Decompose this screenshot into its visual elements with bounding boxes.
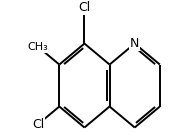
Text: Cl: Cl xyxy=(78,1,91,14)
Text: CH₃: CH₃ xyxy=(28,42,48,52)
Text: N: N xyxy=(130,37,139,50)
Text: Cl: Cl xyxy=(32,118,44,131)
